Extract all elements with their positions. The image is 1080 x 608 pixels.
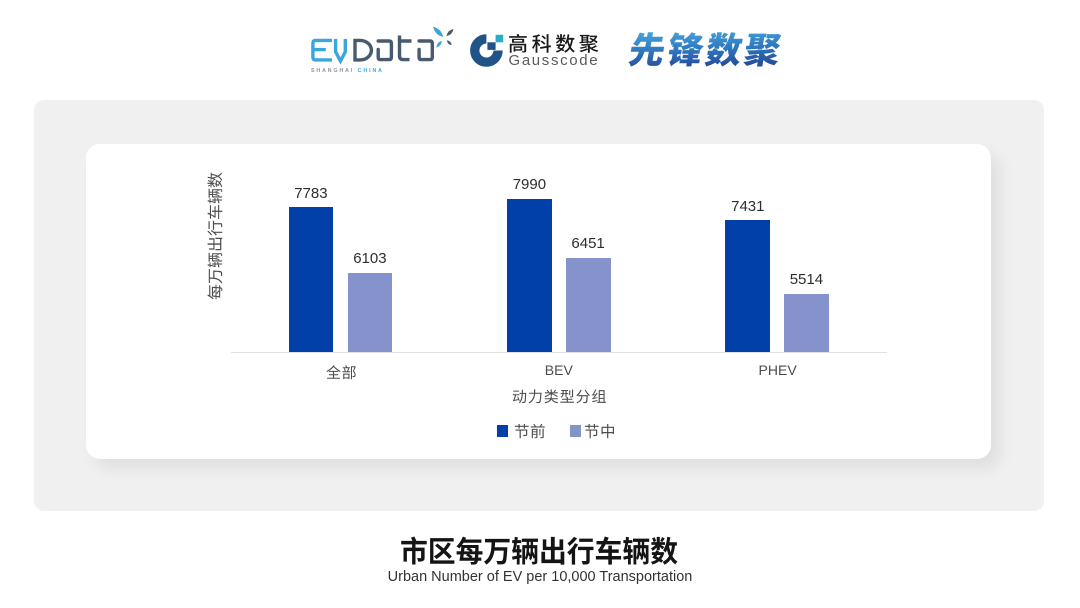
svg-text:SHANGHAI CHINA: SHANGHAI CHINA — [311, 68, 384, 74]
